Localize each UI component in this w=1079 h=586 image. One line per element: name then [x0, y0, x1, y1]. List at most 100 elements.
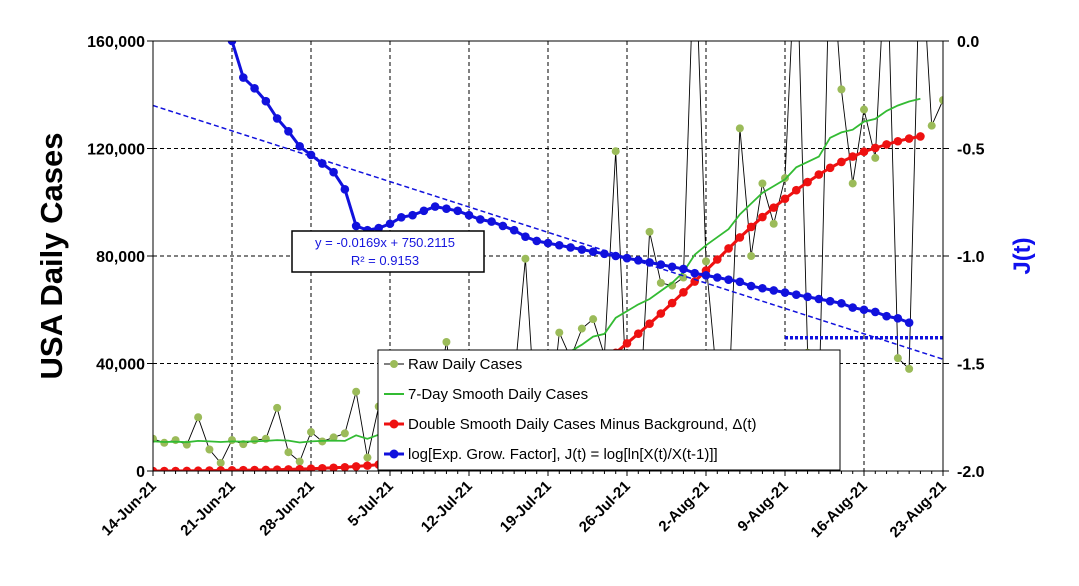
double-smooth-point [746, 222, 756, 232]
x-tick-label: 5-Jul-21 [345, 478, 397, 530]
log-factor-point [712, 273, 722, 282]
double-smooth-point [859, 147, 869, 157]
double-smooth-point [216, 466, 226, 471]
raw-cases-point [555, 328, 564, 337]
double-smooth-point [690, 277, 700, 286]
double-smooth-point [622, 339, 632, 348]
log-factor-point [419, 206, 429, 216]
double-smooth-point [679, 287, 688, 297]
double-smooth-point [306, 464, 316, 471]
log-factor-point [543, 238, 553, 248]
raw-cases-point [273, 403, 282, 412]
log-factor-point [803, 292, 812, 302]
log-factor-point [317, 159, 327, 168]
raw-cases-point [521, 254, 530, 263]
log-factor-point [498, 221, 508, 231]
log-factor-point [554, 240, 564, 250]
log-factor-point [351, 221, 361, 231]
y-tick-label: 80,000 [96, 249, 145, 266]
raw-cases-point [702, 257, 710, 266]
log-factor-point [487, 217, 496, 226]
legend-double-smooth-label: Double Smooth Daily Cases Minus Backgrou… [408, 416, 757, 433]
y-tick-label: 0 [136, 464, 145, 481]
log-factor-point [690, 268, 700, 278]
raw-cases-point [837, 85, 846, 94]
log-factor-point [904, 318, 914, 327]
double-smooth-point [904, 134, 914, 143]
legend: Raw Daily Cases 7-Day Smooth Daily Cases… [377, 349, 841, 471]
raw-cases-point [577, 324, 586, 333]
y-tick-label: 40,000 [96, 357, 145, 374]
raw-cases-point [205, 445, 214, 454]
log-factor-point [893, 314, 903, 323]
raw-cases-point [611, 147, 620, 156]
legend-log-factor-label: log[Exp. Grow. Factor], J(t) = log[ln[X(… [408, 446, 718, 463]
double-smooth-point [284, 465, 293, 471]
raw-cases-point [893, 354, 902, 363]
raw-cases-point [284, 448, 293, 457]
log-factor-point [837, 299, 846, 308]
double-smooth-point [153, 466, 158, 471]
double-smooth-point [803, 177, 812, 187]
legend-log-factor-marker [389, 449, 399, 459]
x-tick-label: 2-Aug-21 [655, 478, 712, 535]
fit-equation-frame [291, 230, 485, 273]
double-smooth-point [656, 309, 666, 318]
log-factor-point [667, 262, 677, 272]
double-smooth-point [193, 466, 203, 471]
double-smooth-point [227, 466, 237, 471]
log-factor-point [329, 167, 338, 177]
x-tick-label: 12-Jul-21 [418, 478, 476, 536]
log-factor-point [769, 286, 779, 295]
raw-cases-point [905, 364, 914, 373]
x-tick-label: 28-Jun-21 [256, 478, 318, 540]
log-factor-point [238, 73, 248, 82]
raw-cases-point [927, 121, 936, 130]
double-smooth-point [758, 212, 767, 222]
log-factor-point [701, 271, 711, 280]
raw-cases-point [589, 315, 598, 324]
raw-cases-point [171, 436, 180, 445]
fit-equation: y = -0.0169x + 750.2115 [315, 235, 455, 250]
raw-cases-point [939, 96, 943, 105]
log-factor-point [284, 127, 293, 136]
x-tick-label: 26-Jul-21 [576, 478, 634, 536]
double-smooth-point [159, 466, 169, 471]
log-factor-point [509, 225, 519, 235]
log-factor-point [227, 41, 237, 46]
y2-tick-label: 0.0 [957, 34, 979, 51]
log-factor-point [272, 114, 282, 123]
log-factor-point [780, 288, 790, 297]
log-factor-point [724, 275, 733, 284]
log-factor-point [679, 264, 688, 274]
fit-equation-box: y = -0.0169x + 750.2115 R² = 0.9153 [291, 230, 485, 273]
legend-double-smooth-marker [389, 419, 399, 429]
legend-raw-label: Raw Daily Cases [408, 356, 522, 373]
double-smooth-point [893, 136, 903, 146]
double-smooth-point [837, 157, 846, 167]
raw-cases-point [769, 219, 778, 228]
x-tick-label: 19-Jul-21 [497, 478, 555, 536]
log-factor-point [521, 232, 530, 241]
double-smooth-point [916, 132, 925, 141]
y2-tick-label: -2.0 [957, 464, 985, 481]
log-factor-point [385, 219, 395, 229]
double-smooth-point [814, 170, 824, 179]
raw-cases-point [340, 429, 349, 438]
log-factor-point [758, 283, 767, 293]
raw-cases-point [442, 338, 451, 346]
y2-axis-label: J(t) [1009, 237, 1036, 274]
double-smooth-point [272, 465, 282, 471]
raw-cases-point [363, 453, 372, 462]
raw-cases-point [194, 413, 203, 422]
x-tick-label: 16-Aug-21 [808, 478, 871, 541]
double-smooth-point [205, 466, 214, 471]
fit-line [153, 104, 943, 360]
log-factor-point [791, 290, 801, 300]
log-factor-point [408, 210, 417, 220]
y-axis-label: USA Daily Cases [34, 133, 69, 380]
raw-cases-point [871, 153, 880, 162]
double-smooth-point [724, 244, 733, 253]
x-tick-label: 9-Aug-21 [734, 478, 791, 535]
